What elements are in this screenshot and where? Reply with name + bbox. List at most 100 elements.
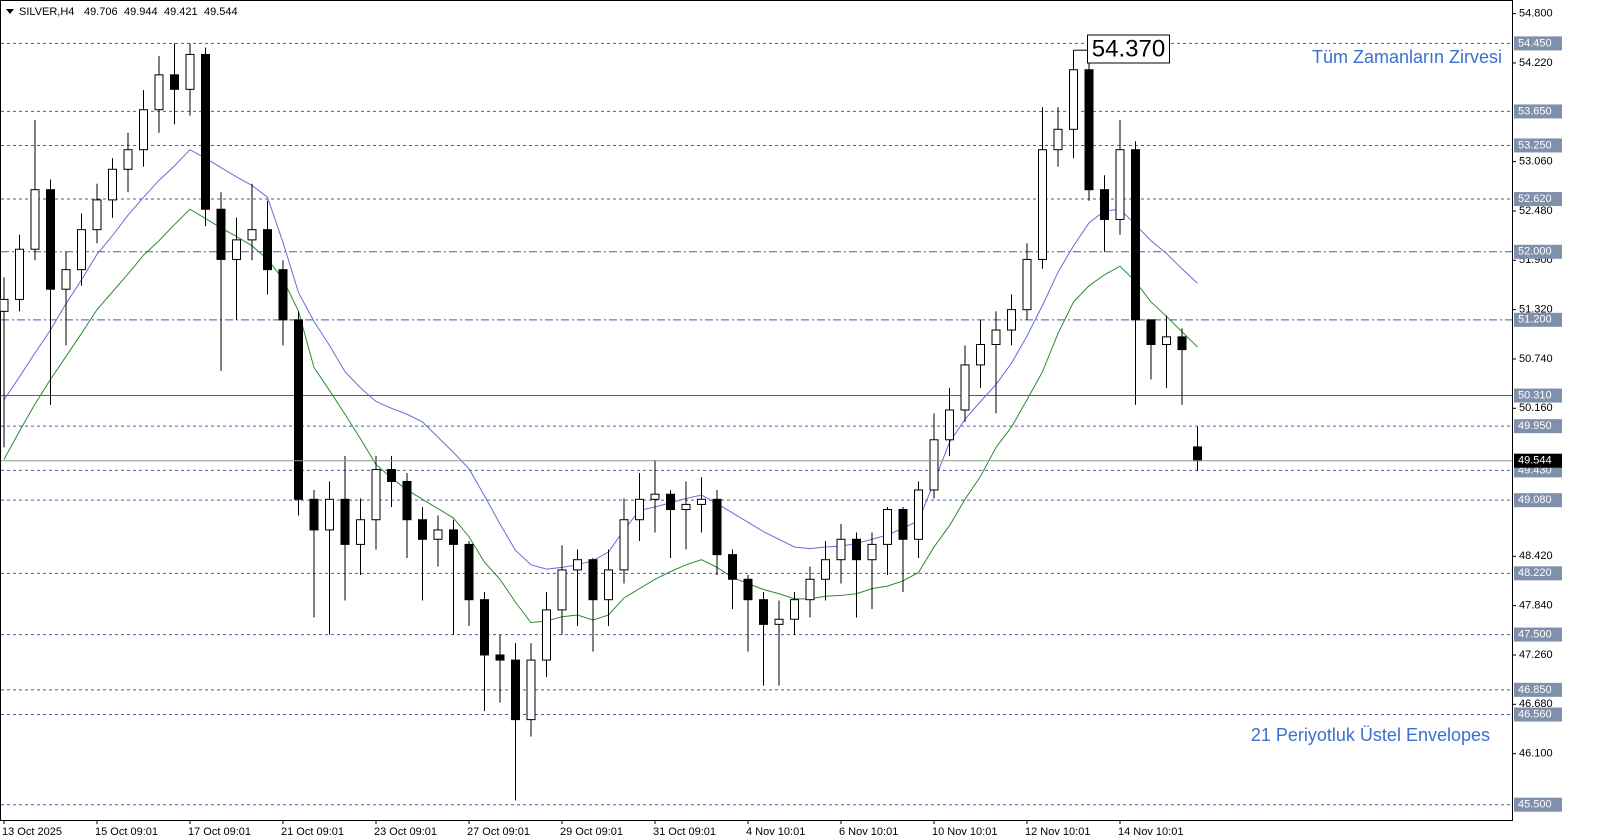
y-tick-label: 50.160 <box>1519 402 1553 414</box>
candle-body <box>1053 128 1063 151</box>
candle-body <box>945 409 954 441</box>
x-tick-label: 23 Oct 09:01 <box>374 826 437 838</box>
candle-body <box>511 659 520 721</box>
y-tick-label: 48.420 <box>1519 550 1553 562</box>
x-tick-label: 13 Oct 2025 <box>2 826 62 838</box>
level-tag <box>1514 138 1562 153</box>
candle-body <box>139 109 148 151</box>
candle-body <box>1069 69 1078 130</box>
candle-body <box>759 599 768 625</box>
candle-body <box>201 53 210 210</box>
candle-body <box>573 559 582 571</box>
annotation: Tüm Zamanların Zirvesi <box>1312 47 1502 67</box>
candle-body <box>154 74 164 111</box>
candle-body <box>170 74 179 90</box>
level-tag <box>1514 36 1562 51</box>
level-tag-label: 50.310 <box>1518 389 1552 401</box>
level-tag <box>1514 493 1562 508</box>
x-tick-label: 4 Nov 10:01 <box>746 826 805 838</box>
level-tag-label: 53.650 <box>1518 105 1552 117</box>
candle-body <box>1162 336 1171 346</box>
ohlc-close: 49.544 <box>204 6 238 18</box>
price-tag <box>1514 453 1562 468</box>
level-tag-label: 46.560 <box>1518 708 1552 720</box>
y-tick-label: 51.320 <box>1519 304 1553 316</box>
candle-body <box>480 599 489 656</box>
candle-body <box>185 53 195 90</box>
price-tag-label: 49.544 <box>1518 455 1552 467</box>
x-tick-label: 6 Nov 10:01 <box>839 826 898 838</box>
y-tick-label: 46.680 <box>1519 698 1553 710</box>
candle-body <box>542 609 551 661</box>
candle-body <box>418 519 427 540</box>
candle-body <box>650 493 660 500</box>
candle-body <box>960 364 970 411</box>
candle-body <box>852 538 861 561</box>
x-tick-label: 17 Oct 09:01 <box>188 826 251 838</box>
x-tick-label: 12 Nov 10:01 <box>1025 826 1090 838</box>
candle-body <box>77 229 86 271</box>
candle-body <box>371 469 381 521</box>
candle-body <box>867 543 877 561</box>
x-tick-label: 29 Oct 09:01 <box>560 826 623 838</box>
candle-body <box>588 559 598 601</box>
level-tag <box>1514 104 1562 119</box>
level-tag-label: 54.450 <box>1518 37 1552 49</box>
candle-body <box>247 229 257 241</box>
level-tag <box>1514 312 1562 327</box>
ohlc-high: 49.944 <box>124 6 158 18</box>
x-tick-label: 15 Oct 09:01 <box>95 826 158 838</box>
candle-body <box>976 344 985 366</box>
menu-arrow <box>6 9 14 14</box>
level-tag-label: 52.620 <box>1518 193 1552 205</box>
candle-body <box>61 269 71 290</box>
y-tick-label: 52.480 <box>1519 205 1553 217</box>
candle-body <box>991 329 1001 346</box>
candle-body <box>0 298 9 312</box>
ohlc-open: 49.706 <box>84 6 118 18</box>
level-tag-label: 53.250 <box>1518 139 1552 151</box>
symbol: SILVER,H4 <box>19 6 74 18</box>
header: SILVER,H4 49.706 49.944 49.421 49.544 <box>6 6 238 18</box>
candle-body <box>340 498 350 545</box>
candle-body <box>697 498 706 505</box>
level-tag <box>1514 707 1562 722</box>
x-tick-label: 21 Oct 09:01 <box>281 826 344 838</box>
y-tick-label: 47.260 <box>1519 649 1553 661</box>
candle-body <box>604 569 613 601</box>
candle-body <box>557 569 567 611</box>
level-tag-label: 52.000 <box>1518 246 1552 258</box>
candle-body <box>681 503 691 511</box>
level-tag <box>1514 388 1562 403</box>
candle-body <box>1177 336 1187 351</box>
candle-body <box>108 168 117 201</box>
candle-body <box>309 498 319 531</box>
candle-body <box>1100 189 1109 220</box>
candle-body <box>883 509 892 545</box>
peak-box <box>1087 34 1170 64</box>
level-tag-label: 49.080 <box>1518 494 1552 506</box>
candle-body <box>666 493 675 511</box>
candle-body <box>92 199 102 231</box>
candle-body <box>1146 319 1156 346</box>
candle-body <box>635 498 644 521</box>
candle-body <box>495 654 505 661</box>
candle-body <box>1115 149 1125 220</box>
candle-body <box>1007 309 1016 331</box>
y-tick-label: 47.840 <box>1519 600 1553 612</box>
candle-body <box>619 519 629 571</box>
candle-body <box>790 599 799 620</box>
level-tag <box>1514 244 1562 259</box>
candle-body <box>402 480 412 521</box>
candle-body <box>356 519 365 545</box>
envelope-line <box>3 208 1198 624</box>
candle-body <box>1084 69 1094 191</box>
level-tag <box>1514 566 1562 581</box>
candle-body <box>46 189 55 290</box>
ohlc-low: 49.421 <box>164 6 198 18</box>
candle-body <box>449 529 458 545</box>
candle-body <box>387 469 396 482</box>
x-tick-label: 10 Nov 10:01 <box>932 826 997 838</box>
level-tag-label: 48.220 <box>1518 567 1552 579</box>
candle-body <box>263 229 272 271</box>
